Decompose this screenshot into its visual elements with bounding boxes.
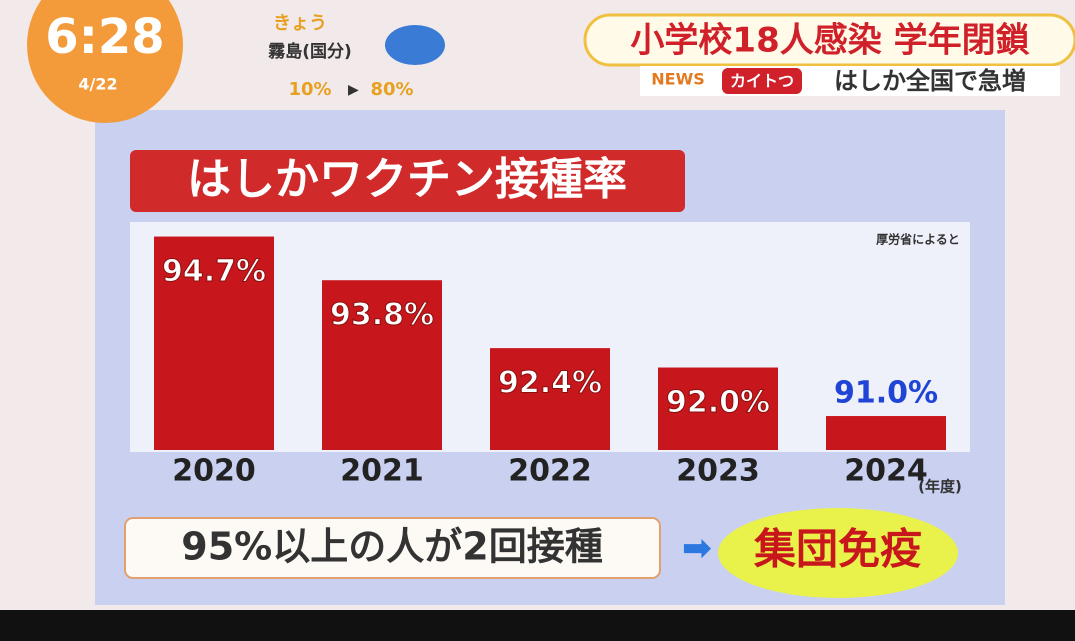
weather-icon [385,25,445,65]
clock: 6:28 [45,9,164,65]
rain-to: 80% [370,79,413,100]
weather-day: きょう [273,13,327,34]
unit-note: (年度) [918,478,962,496]
x-tick-label: 2021 [340,454,424,489]
title-box [130,150,685,212]
x-tick-label: 2020 [172,454,256,489]
news-tag: NEWS [651,70,705,89]
subheadline-box [640,66,1060,96]
note-box [124,517,661,579]
date: 4/22 [78,75,117,94]
bar [658,367,778,450]
arrow: ▶ [348,82,359,98]
x-tick-label: 2022 [508,454,592,489]
value-label: 93.8% [330,298,434,333]
weather-place: 霧島(国分) [268,41,352,62]
bar [826,416,946,450]
x-tick-label: 2023 [676,454,760,489]
bezel [0,610,1075,637]
rain-from: 10% [288,79,331,100]
bar [154,236,274,450]
source: 厚労省によると [876,232,960,247]
corner-box [722,68,802,94]
chart-title: はしかワクチン接種率 [187,154,627,205]
result-blob [718,508,958,598]
value-label: 94.7% [162,254,266,289]
corner: カイトつ [730,72,794,91]
x-tick-label: 2024 [844,454,928,489]
bar [322,280,442,450]
headline: 小学校18人感染 学年閉鎖 [630,21,1029,61]
value-label: 92.4% [498,366,602,401]
note: 95%以上の人が2回接種 [181,525,602,569]
subheadline: はしか全国で急増 [834,67,1026,95]
arrow: ➡ [682,528,712,569]
result: 集団免疫 [753,525,922,574]
value-label: 91.0% [834,376,938,411]
clock-badge [27,0,183,123]
headline-box [583,13,1075,67]
value-label: 92.0% [666,385,770,420]
bar [490,348,610,450]
